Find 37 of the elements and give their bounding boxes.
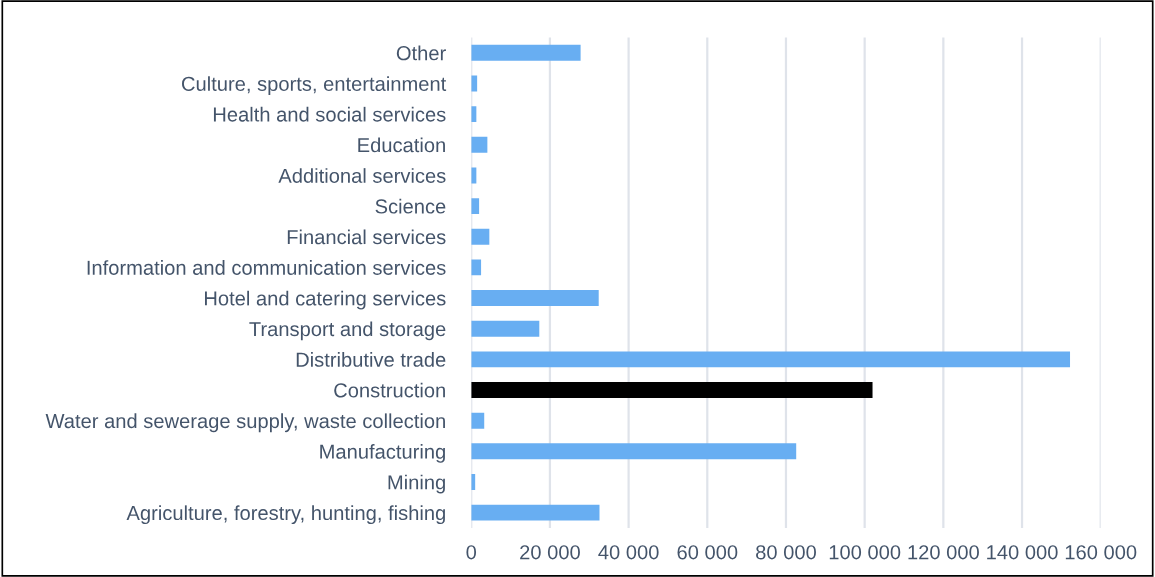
bar [471,228,490,245]
x-tick-label: 0 [466,545,477,560]
y-tick-label: Culture, sports, entertainment [182,76,447,95]
y-tick-label: Manufacturing [320,444,445,463]
x-tick-label: 40 000 [598,545,659,560]
bar [471,351,1071,368]
y-tick-label: Science [375,198,446,214]
x-tick-label: 160 000 [1065,545,1137,560]
bar [471,443,797,460]
x-tick-label: 120 000 [908,545,979,560]
bar [471,320,540,337]
y-tick-label: Construction [334,382,445,398]
y-tick-label: Agriculture, forestry, hunting, fishing [126,505,445,525]
x-tick-label: 100 000 [829,545,901,560]
y-tick-label: Financial services [287,229,446,245]
bar [471,44,581,61]
bar [471,412,485,429]
y-tick-label: Information and communication services [87,260,446,275]
bar [471,504,600,521]
x-tick-label: 20 000 [520,545,580,560]
bar [471,382,873,398]
y-tick-label: Health and social services [213,106,446,122]
bar [471,136,488,153]
y-tick-label: Education [358,137,445,153]
x-tick-label: 60 000 [677,545,738,560]
bar [471,290,599,307]
y-tick-label: Additional services [278,168,446,183]
x-tick-label: 80 000 [756,545,816,560]
y-tick-label: Transport and storage [249,321,446,341]
bar [471,198,480,215]
y-tick-label: Other [396,45,446,61]
y-tick-label: Hotel and catering services [205,290,446,310]
y-tick-label: Water and sewerage supply, waste collection [45,413,445,433]
x-tick-label: 140 000 [987,545,1058,560]
bar [471,259,482,276]
y-tick-label: Distributive trade [296,352,446,367]
y-tick-label: Mining [388,474,445,494]
